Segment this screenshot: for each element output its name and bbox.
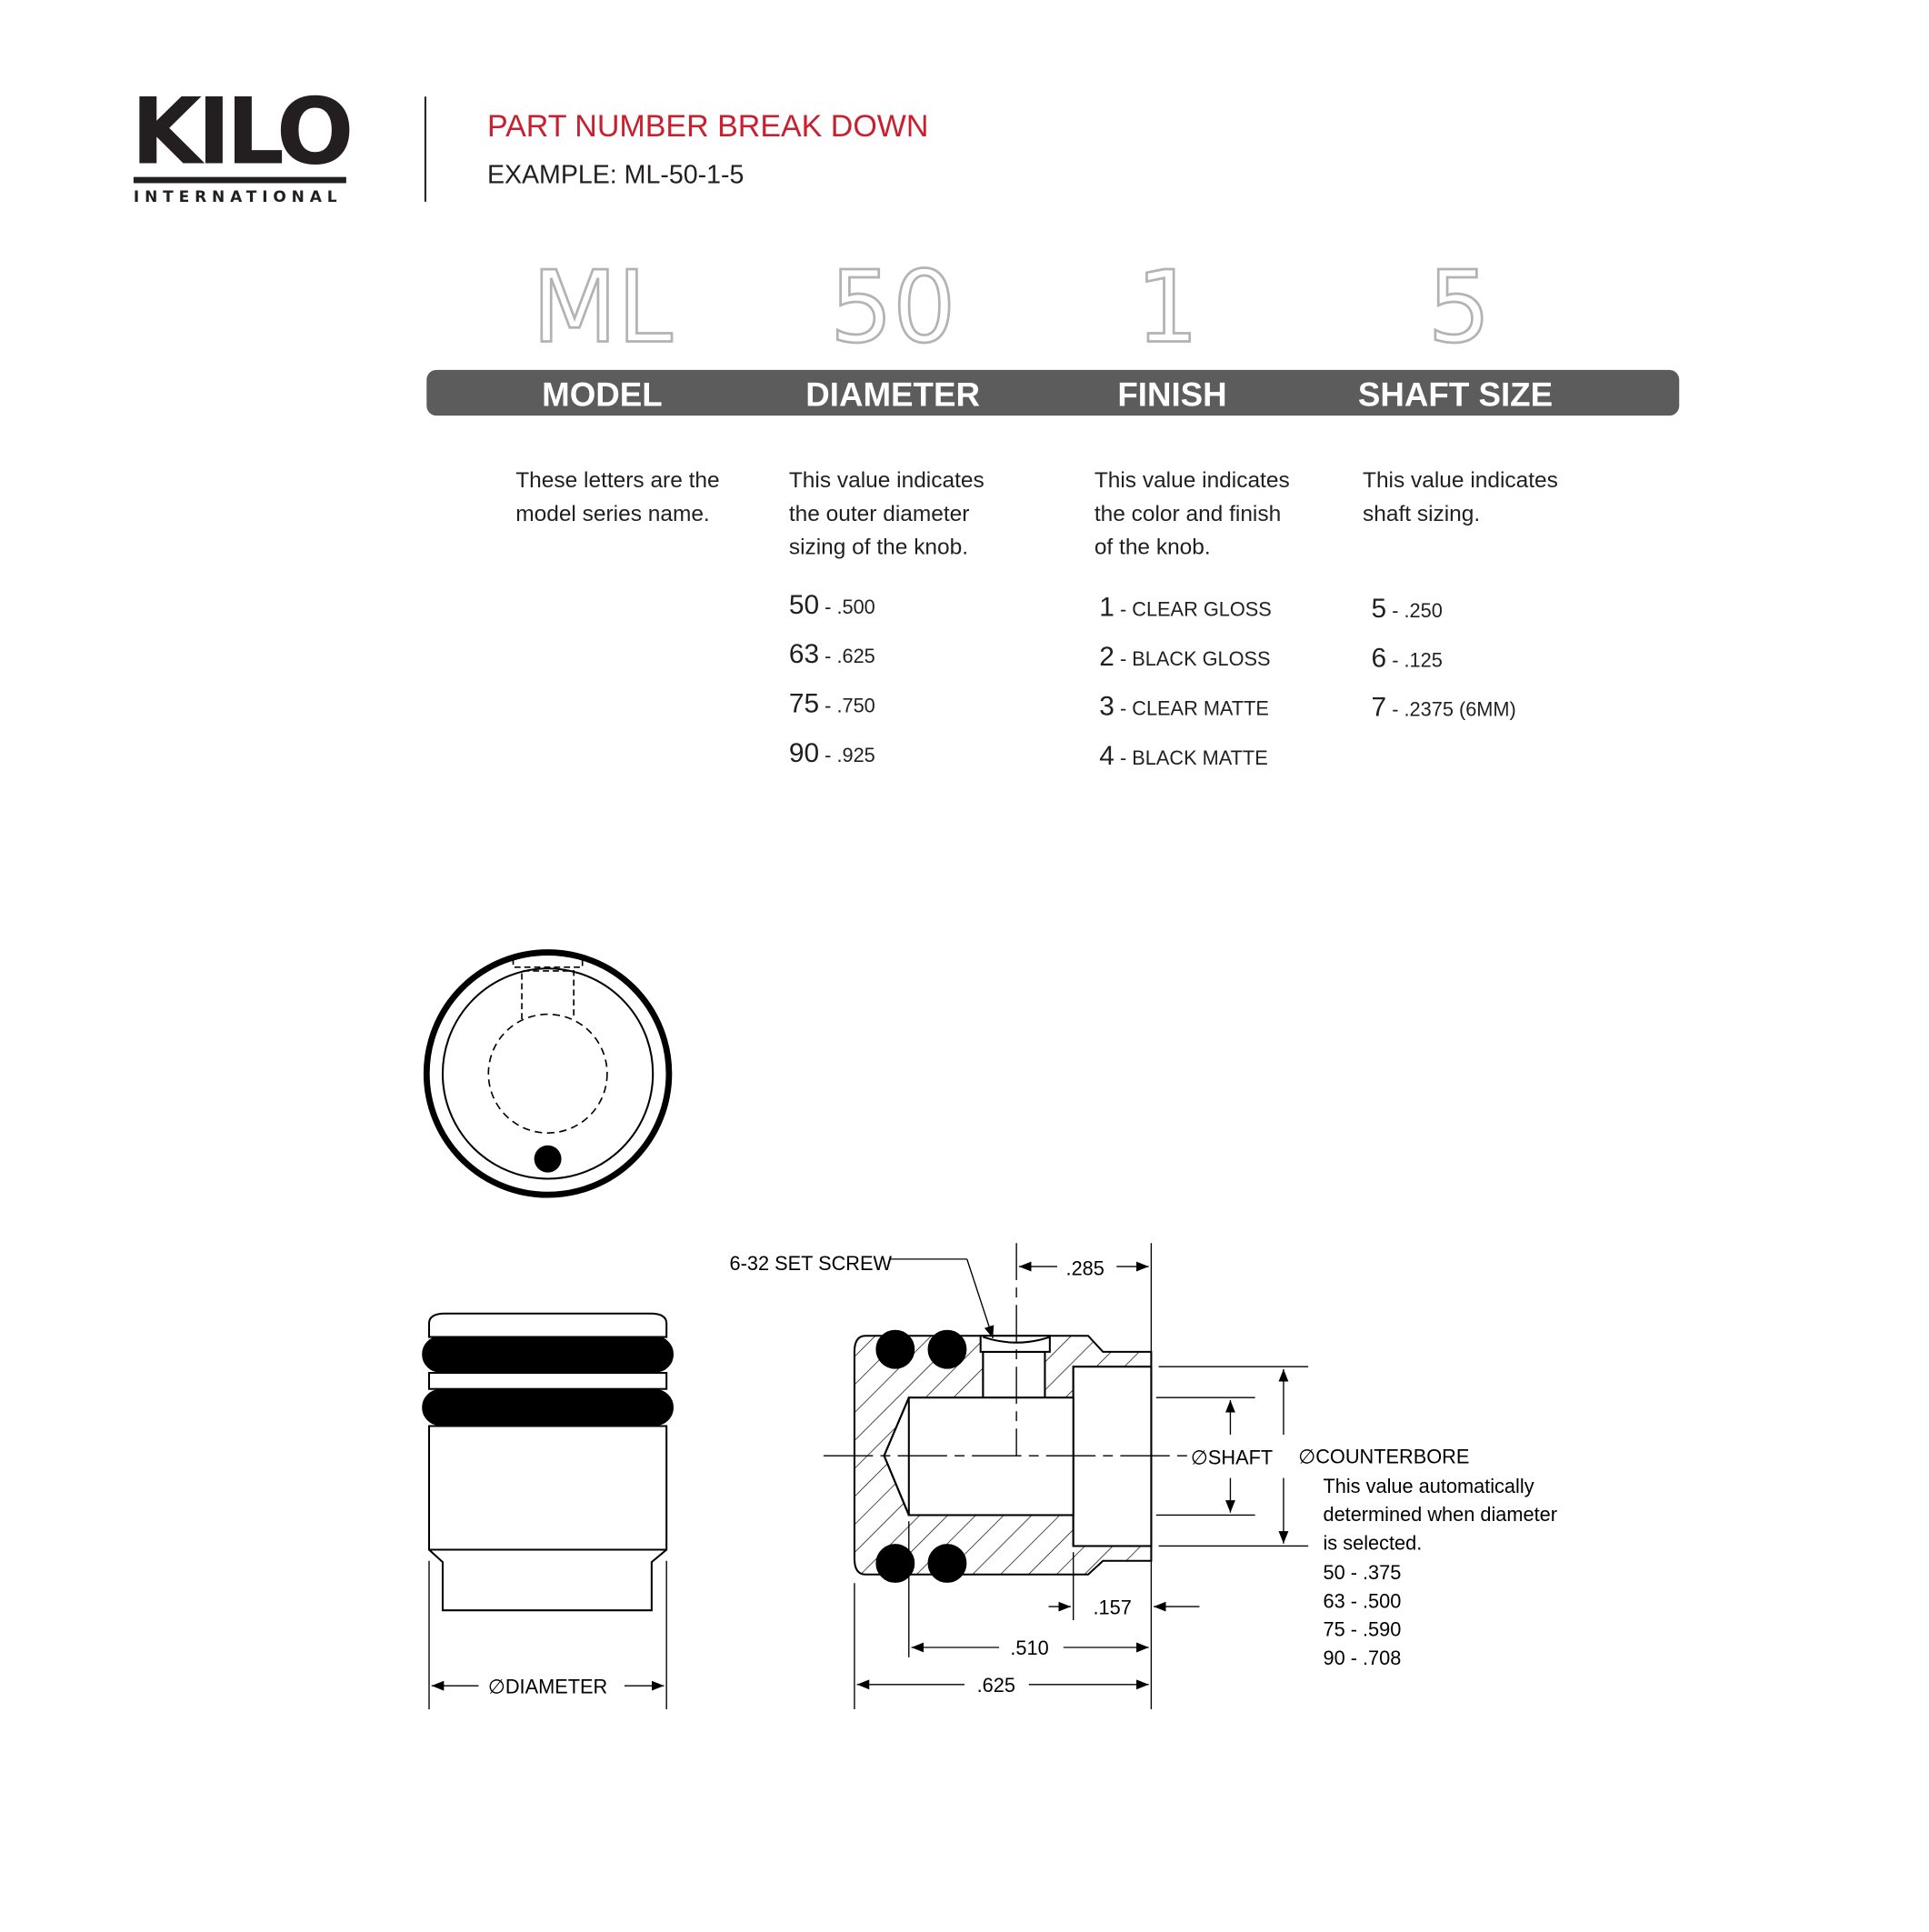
shaft-desc: This value indicates bbox=[1363, 468, 1558, 493]
option-item: 1 - CLEAR GLOSS bbox=[1099, 593, 1272, 623]
knob-end-view bbox=[423, 949, 673, 1198]
dim-625: .625 bbox=[977, 1674, 1015, 1697]
option-code: 4 bbox=[1099, 741, 1114, 771]
option-value: .500 bbox=[836, 596, 875, 618]
label-diameter: DIAMETER bbox=[805, 375, 980, 413]
option-item: 90 - .925 bbox=[789, 738, 875, 768]
option-item: 2 - BLACK GLOSS bbox=[1099, 642, 1270, 672]
option-code: 63 bbox=[789, 639, 819, 669]
option-item: 75 - .750 bbox=[789, 689, 875, 719]
example-text: EXAMPLE: ML-50-1-5 bbox=[487, 160, 744, 189]
logo-subtext: INTERNATIONAL bbox=[134, 188, 343, 206]
logo-text: KILO bbox=[131, 79, 350, 185]
model-desc: model series name. bbox=[515, 502, 710, 526]
option-lists: 50 - .500 63 - .625 75 - .750 90 - .925 1 - … bbox=[789, 590, 1516, 771]
option-value: .750 bbox=[836, 695, 875, 717]
diameter-desc: This value indicates bbox=[789, 468, 984, 493]
option-code: 3 bbox=[1099, 691, 1114, 721]
option-code: 50 bbox=[789, 590, 819, 620]
counterbore-value: 63 - .500 bbox=[1323, 1589, 1401, 1612]
counterbore-label: ∅COUNTERBORE bbox=[1298, 1445, 1469, 1467]
counterbore-value: 75 - .590 bbox=[1323, 1618, 1401, 1641]
option-item: 6 - .125 bbox=[1372, 643, 1443, 673]
category-bar bbox=[426, 369, 1680, 416]
option-value: CLEAR MATTE bbox=[1132, 696, 1269, 719]
option-item: 3 - CLEAR MATTE bbox=[1099, 691, 1269, 721]
diameter-dimension-label: ∅DIAMETER bbox=[488, 1675, 607, 1697]
option-item: 7 - .2375 (6MM) bbox=[1372, 693, 1516, 723]
option-code: 75 bbox=[789, 689, 819, 719]
option-code: 90 bbox=[789, 738, 819, 768]
kilo-logo: KILO INTERNATIONAL bbox=[131, 79, 355, 206]
dim-157: .157 bbox=[1093, 1596, 1131, 1618]
option-value: .625 bbox=[836, 645, 875, 667]
counterbore-note: determined when diameter bbox=[1323, 1503, 1557, 1526]
code-shaft: 5 bbox=[1427, 250, 1490, 365]
label-finish: FINISH bbox=[1117, 375, 1226, 413]
diameter-desc: the outer diameter bbox=[789, 502, 970, 526]
option-code: 7 bbox=[1372, 693, 1387, 723]
shaft-desc: shaft sizing. bbox=[1363, 502, 1480, 526]
option-value: BLACK GLOSS bbox=[1132, 647, 1270, 670]
finish-desc: This value indicates bbox=[1094, 468, 1290, 493]
option-value: .250 bbox=[1404, 599, 1443, 622]
shaft-dimension-label: ∅SHAFT bbox=[1191, 1446, 1273, 1469]
code-finish: 1 bbox=[1135, 250, 1198, 365]
set-screw-label: 6-32 SET SCREW bbox=[730, 1252, 893, 1275]
page-title: PART NUMBER BREAK DOWN bbox=[487, 109, 929, 144]
finish-desc: of the knob. bbox=[1094, 536, 1211, 560]
counterbore-value: 90 - .708 bbox=[1323, 1647, 1401, 1669]
diameter-desc: sizing of the knob. bbox=[789, 536, 968, 560]
option-code: 6 bbox=[1372, 643, 1387, 673]
knob-section-view bbox=[823, 1243, 1309, 1710]
option-value: BLACK MATTE bbox=[1132, 746, 1267, 769]
option-value: .125 bbox=[1404, 648, 1443, 671]
counterbore-note: This value automatically bbox=[1323, 1475, 1534, 1497]
option-item: 63 - .625 bbox=[789, 639, 875, 669]
counterbore-value: 50 - .375 bbox=[1323, 1561, 1401, 1584]
counterbore-note: is selected. bbox=[1323, 1532, 1422, 1555]
option-value: .925 bbox=[836, 744, 875, 766]
dim-285: .285 bbox=[1066, 1257, 1104, 1280]
knob-side-view bbox=[422, 1312, 674, 1710]
option-item: 5 - .250 bbox=[1372, 594, 1443, 624]
option-code: 1 bbox=[1099, 593, 1114, 623]
label-model: MODEL bbox=[542, 375, 663, 413]
model-desc: These letters are the bbox=[515, 468, 719, 493]
code-diameter: 50 bbox=[830, 250, 955, 365]
option-code: 5 bbox=[1372, 594, 1387, 624]
option-value: CLEAR GLOSS bbox=[1132, 598, 1272, 621]
finish-desc: the color and finish bbox=[1094, 502, 1281, 526]
option-value: .2375 (6MM) bbox=[1404, 698, 1516, 721]
option-code: 2 bbox=[1099, 642, 1114, 672]
option-item: 50 - .500 bbox=[789, 590, 875, 620]
dim-510: .510 bbox=[1010, 1637, 1048, 1659]
label-shaft-size: SHAFT SIZE bbox=[1358, 375, 1553, 413]
option-item: 4 - BLACK MATTE bbox=[1099, 741, 1267, 771]
code-model: ML bbox=[532, 250, 673, 365]
